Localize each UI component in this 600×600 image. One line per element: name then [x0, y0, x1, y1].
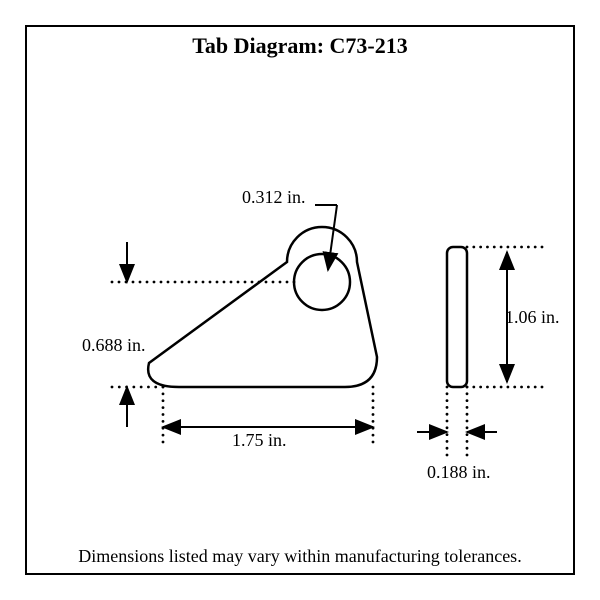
dim-width: 1.75 in.: [232, 430, 287, 451]
dim-thickness: 0.188 in.: [427, 462, 491, 483]
tab-hole: [294, 254, 350, 310]
side-outline: [447, 247, 467, 387]
tab-outline: [148, 227, 377, 387]
diagram-frame: Tab Diagram: C73-213 Dimensions listed m…: [25, 25, 575, 575]
dim-hole-diameter: 0.312 in.: [242, 187, 306, 208]
technical-drawing: [27, 27, 573, 573]
dim-center-height: 0.688 in.: [82, 335, 146, 356]
dim-height: 1.06 in.: [505, 307, 560, 328]
